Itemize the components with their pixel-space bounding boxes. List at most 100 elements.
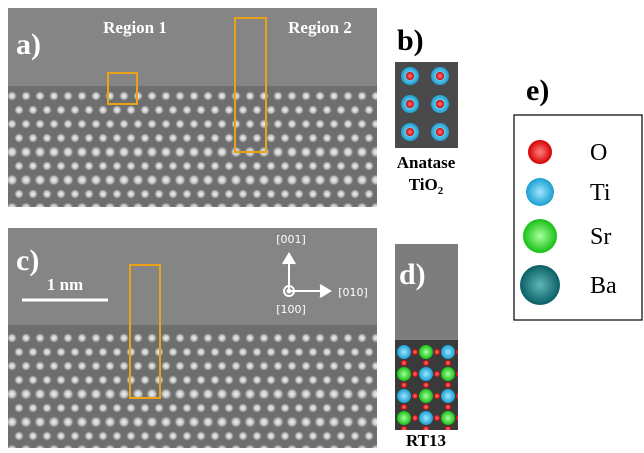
atom — [203, 119, 214, 130]
atom — [329, 333, 340, 344]
direction-label: [010] — [338, 286, 368, 299]
atom — [364, 133, 375, 144]
atom-o — [406, 128, 414, 136]
atom — [70, 375, 81, 386]
atom — [56, 189, 67, 200]
atom — [104, 388, 117, 401]
atom — [301, 333, 312, 344]
atom — [196, 105, 207, 116]
atom — [188, 202, 201, 215]
atom — [160, 416, 173, 429]
atom-o — [401, 360, 407, 366]
atom-o — [412, 415, 418, 421]
atom — [419, 367, 433, 381]
atom — [252, 161, 263, 172]
atom — [28, 375, 39, 386]
atom — [126, 133, 137, 144]
atom — [286, 388, 299, 401]
atom — [118, 202, 131, 215]
atom — [308, 375, 319, 386]
atom — [294, 105, 305, 116]
atom — [14, 189, 25, 200]
legend-swatch — [526, 178, 554, 206]
atom — [336, 133, 347, 144]
atom — [77, 333, 88, 344]
caption: RT13 — [406, 431, 446, 450]
atom — [371, 361, 382, 372]
atom — [35, 119, 46, 130]
atom — [370, 146, 383, 159]
region-label: Region 1 — [103, 18, 167, 37]
atom — [336, 375, 347, 386]
direction-label: [001] — [276, 233, 306, 246]
atom — [294, 403, 305, 414]
atom-o — [434, 371, 440, 377]
atom — [119, 119, 130, 130]
atom — [84, 347, 95, 358]
atom — [308, 105, 319, 116]
atom — [56, 105, 67, 116]
atom — [56, 133, 67, 144]
atom — [202, 202, 215, 215]
atom — [272, 202, 285, 215]
atom — [258, 202, 271, 215]
atom — [90, 202, 103, 215]
atom — [28, 133, 39, 144]
atom — [70, 105, 81, 116]
atom — [287, 333, 298, 344]
atom — [280, 403, 291, 414]
atom — [7, 91, 18, 102]
atom — [70, 133, 81, 144]
atom — [126, 105, 137, 116]
atom — [104, 202, 117, 215]
atom — [244, 202, 257, 215]
atom — [168, 189, 179, 200]
atom — [266, 161, 277, 172]
atom — [419, 345, 433, 359]
atom — [146, 146, 159, 159]
atom — [154, 133, 165, 144]
atom — [20, 202, 33, 215]
atom — [49, 91, 60, 102]
atom — [244, 416, 257, 429]
atom — [203, 91, 214, 102]
atom — [189, 91, 200, 102]
atom — [140, 161, 151, 172]
atom — [266, 375, 277, 386]
caption: Anatase — [397, 153, 456, 172]
atom — [441, 345, 455, 359]
atom — [14, 431, 25, 442]
atom — [35, 91, 46, 102]
atom — [34, 202, 47, 215]
atom — [364, 347, 375, 358]
atom — [196, 403, 207, 414]
atom — [56, 347, 67, 358]
atom — [28, 161, 39, 172]
atom — [98, 431, 109, 442]
caption-subscript: 2 — [438, 185, 444, 197]
atom-o — [412, 393, 418, 399]
atom — [308, 347, 319, 358]
atom — [175, 119, 186, 130]
atom — [266, 431, 277, 442]
atom — [42, 105, 53, 116]
atom — [314, 202, 327, 215]
atom — [133, 361, 144, 372]
atom — [217, 333, 228, 344]
atom — [196, 347, 207, 358]
atom — [20, 388, 33, 401]
atom — [112, 161, 123, 172]
atom — [7, 333, 18, 344]
atom — [336, 403, 347, 414]
atom — [202, 416, 215, 429]
atom — [35, 361, 46, 372]
atom — [126, 403, 137, 414]
atom — [294, 347, 305, 358]
atom — [126, 161, 137, 172]
atom — [300, 388, 313, 401]
atom — [314, 174, 327, 187]
atom — [308, 133, 319, 144]
atom — [217, 119, 228, 130]
atom — [322, 189, 333, 200]
atom — [14, 161, 25, 172]
